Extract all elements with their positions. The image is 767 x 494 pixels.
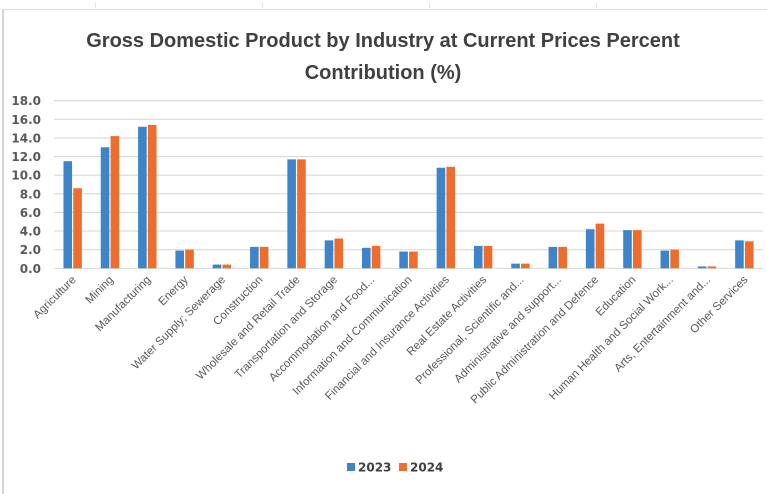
gridlines <box>54 100 763 269</box>
sheet-gridline-tick <box>429 3 430 8</box>
bar-2023 <box>511 263 520 269</box>
y-tick-label: 4.0 <box>20 225 41 239</box>
y-tick-label: 18.0 <box>11 94 41 108</box>
bar-2023 <box>697 266 707 269</box>
bars <box>63 124 754 269</box>
legend-label-2023: 2023 <box>358 461 391 475</box>
bar-2024 <box>632 230 642 269</box>
bar-2023 <box>250 246 259 269</box>
bar-2024 <box>371 245 381 269</box>
sheet-gridline-tick <box>596 3 597 8</box>
bar-2023 <box>473 245 483 269</box>
bar-2024 <box>73 188 82 269</box>
bar-2024 <box>297 159 306 269</box>
y-tick-label: 8.0 <box>20 187 41 201</box>
x-tick-label: Energy <box>156 274 190 308</box>
chart-title-line-1: Gross Domestic Product by Industry at Cu… <box>86 30 680 52</box>
sheet-gridline-tick <box>262 3 263 8</box>
bar-2023 <box>212 264 222 269</box>
y-axis: 0.0 2.0 4.0 6.0 8.0 10.0 12.0 14.0 16.0 18.0 <box>11 94 41 276</box>
bar-2023 <box>287 159 296 269</box>
bar-2024 <box>409 251 418 269</box>
bar-2023 <box>436 167 446 269</box>
bar-2024 <box>670 249 679 269</box>
y-tick-label: 6.0 <box>20 206 41 220</box>
bar-2023 <box>399 251 408 269</box>
bar-2024 <box>558 246 567 269</box>
chart-title-line-2: Contribution (%) <box>305 62 462 84</box>
bar-2024 <box>110 136 120 269</box>
y-tick-label: 0.0 <box>20 262 41 276</box>
bar-2023 <box>175 250 185 269</box>
y-tick-label: 16.0 <box>11 113 41 127</box>
x-tick-label: Mining <box>84 274 116 306</box>
x-tick-label: Agriculture <box>31 274 78 321</box>
y-tick-label: 14.0 <box>11 131 41 145</box>
bar-2024 <box>707 266 717 269</box>
bar-2024 <box>744 241 754 269</box>
bar-2023 <box>324 240 334 269</box>
bar-2023 <box>548 246 558 269</box>
legend-label-2024: 2024 <box>410 461 443 475</box>
legend: 2023 2024 <box>347 461 443 475</box>
bar-2023 <box>100 147 110 269</box>
bar-2024 <box>595 223 605 269</box>
y-tick-label: 12.0 <box>11 150 41 164</box>
bar-2023 <box>585 229 595 269</box>
bar-2024 <box>334 238 344 269</box>
chart-frame <box>2 9 767 494</box>
legend-swatch-2024 <box>399 463 407 471</box>
bar-2024 <box>185 249 194 269</box>
bar-2023 <box>63 161 73 269</box>
bar-2024 <box>446 166 456 269</box>
y-tick-label: 10.0 <box>11 169 41 183</box>
bar-2023 <box>660 250 670 269</box>
bar-2023 <box>735 240 744 269</box>
bar-2023 <box>623 230 632 269</box>
bar-2024 <box>222 264 232 269</box>
bar-2023 <box>138 126 147 269</box>
sheet-gridline-tick <box>95 3 96 8</box>
bar-2024 <box>147 124 157 269</box>
bar-2024 <box>521 263 530 269</box>
bar-2024 <box>483 245 493 269</box>
y-tick-label: 2.0 <box>20 243 41 257</box>
bar-2023 <box>361 247 371 269</box>
chart-title: Gross Domestic Product by Industry at Cu… <box>86 30 680 84</box>
legend-swatch-2023 <box>347 463 355 471</box>
bar-2024 <box>259 246 269 269</box>
